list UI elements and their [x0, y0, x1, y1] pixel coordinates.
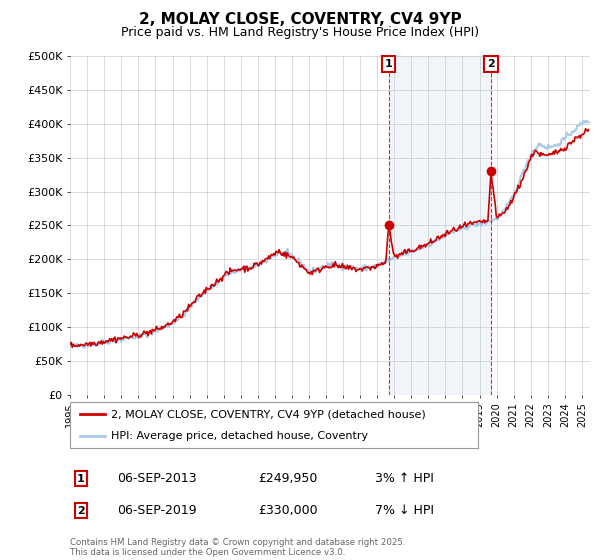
Text: £330,000: £330,000: [258, 504, 317, 517]
Text: 7% ↓ HPI: 7% ↓ HPI: [375, 504, 434, 517]
Text: Price paid vs. HM Land Registry's House Price Index (HPI): Price paid vs. HM Land Registry's House …: [121, 26, 479, 39]
Text: Contains HM Land Registry data © Crown copyright and database right 2025.
This d: Contains HM Land Registry data © Crown c…: [70, 538, 406, 557]
Text: 2, MOLAY CLOSE, COVENTRY, CV4 9YP: 2, MOLAY CLOSE, COVENTRY, CV4 9YP: [139, 12, 461, 27]
Text: £249,950: £249,950: [258, 472, 317, 486]
Text: HPI: Average price, detached house, Coventry: HPI: Average price, detached house, Cove…: [111, 431, 368, 441]
Text: 3% ↑ HPI: 3% ↑ HPI: [375, 472, 434, 486]
Text: 06-SEP-2013: 06-SEP-2013: [117, 472, 197, 486]
Text: 1: 1: [385, 59, 392, 69]
Text: 1: 1: [77, 474, 85, 484]
Text: 2, MOLAY CLOSE, COVENTRY, CV4 9YP (detached house): 2, MOLAY CLOSE, COVENTRY, CV4 9YP (detac…: [111, 409, 426, 419]
Text: 2: 2: [77, 506, 85, 516]
Text: 06-SEP-2019: 06-SEP-2019: [117, 504, 197, 517]
Text: 2: 2: [487, 59, 495, 69]
Bar: [389, 56, 491, 395]
